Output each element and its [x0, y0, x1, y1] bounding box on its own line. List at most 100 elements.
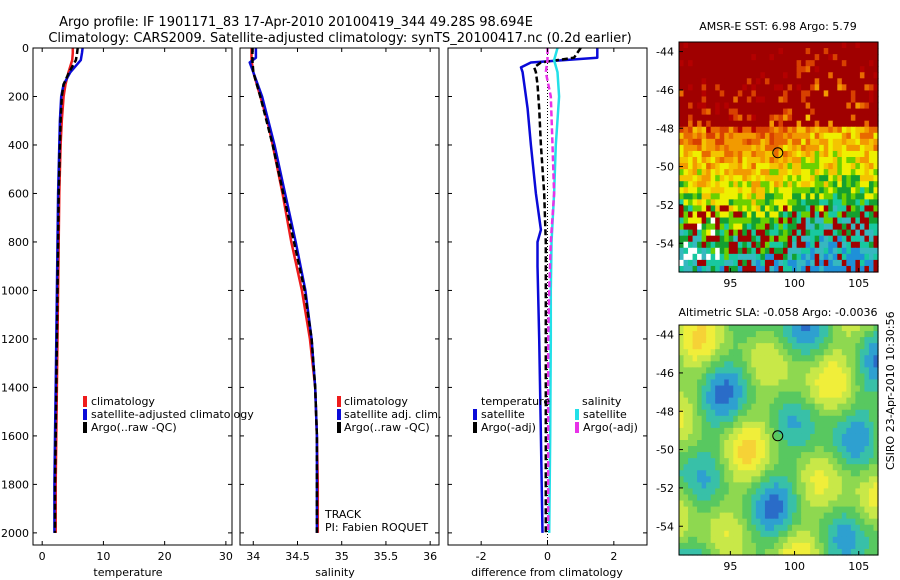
heatmap-cell [868, 229, 875, 237]
heatmap-cell [733, 126, 739, 134]
heatmap-cell [796, 337, 802, 344]
heatmap-cell [828, 464, 834, 471]
heatmap-cell [778, 361, 784, 368]
heatmap-cell [783, 66, 789, 73]
heatmap-cell [810, 60, 816, 67]
heatmap-cell [855, 199, 861, 207]
y-tick-label: -46 [656, 367, 674, 380]
heatmap-cell [841, 253, 847, 261]
heatmap-cell [737, 421, 743, 429]
heatmap-cell [724, 470, 730, 477]
heatmap-cell [679, 524, 685, 532]
heatmap-cell [706, 102, 712, 110]
heatmap-cell [746, 433, 752, 441]
heatmap-cell [783, 48, 789, 55]
heatmap-cell [769, 217, 775, 225]
heatmap-cell [814, 60, 820, 67]
heatmap-cell [801, 150, 807, 158]
heatmap-cell [864, 48, 870, 55]
heatmap-cell [746, 379, 752, 387]
heatmap-cell [701, 536, 707, 544]
heatmap-cell [755, 229, 762, 237]
heatmap-cell [873, 433, 879, 441]
heatmap-cell [846, 518, 852, 526]
heatmap-cell [823, 391, 829, 399]
heatmap-cell [751, 144, 757, 152]
heatmap-cell [737, 217, 743, 225]
heatmap-cell [724, 84, 730, 92]
heatmap-cell [859, 193, 866, 200]
heatmap-cell [706, 54, 712, 61]
heatmap-cell [710, 90, 716, 98]
heatmap-cell [855, 506, 861, 514]
heatmap-cell [841, 361, 847, 368]
heatmap-cell [805, 66, 811, 73]
x-tick-label: 100 [784, 560, 805, 573]
heatmap-cell [710, 403, 716, 411]
heatmap-cell [755, 48, 762, 55]
heatmap-cell [783, 253, 789, 261]
heatmap-cell [850, 446, 856, 453]
heatmap-cell [783, 217, 789, 225]
heatmap-cell [719, 361, 725, 368]
heatmap-cell [773, 54, 780, 61]
heatmap-cell [810, 325, 816, 332]
heatmap-cell [710, 157, 716, 164]
heatmap-cell [841, 385, 847, 393]
heatmap-cell [805, 138, 811, 146]
heatmap-cell [841, 536, 847, 544]
heatmap-cell [769, 265, 775, 273]
heatmap-cell [810, 157, 816, 164]
heatmap-cell [742, 187, 748, 194]
heatmap-cell [868, 150, 875, 158]
heatmap-cell [828, 169, 834, 176]
heatmap-cell [706, 108, 712, 116]
heatmap-cell [801, 385, 807, 393]
heatmap-cell [742, 181, 748, 188]
heatmap-cell [832, 325, 838, 332]
heatmap-cell [706, 157, 712, 164]
heatmap-cell [850, 247, 856, 255]
heatmap-cell [688, 54, 694, 61]
heatmap-cell [832, 464, 838, 471]
heatmap-cell [755, 253, 762, 261]
heatmap-cell [742, 512, 748, 520]
heatmap-cell [850, 325, 856, 332]
heatmap-cell [787, 379, 793, 387]
heatmap-cell [769, 361, 775, 368]
heatmap-cell [855, 325, 861, 332]
heatmap-cell [837, 385, 843, 393]
heatmap-cell [841, 229, 847, 237]
heatmap-cell [683, 90, 689, 98]
heatmap-cell [710, 108, 716, 116]
heatmap-cell [760, 78, 766, 85]
heatmap-cell [855, 235, 861, 243]
heatmap-cell [715, 488, 721, 496]
heatmap-cell [787, 247, 793, 255]
heatmap-cell [787, 114, 793, 122]
heatmap-cell [742, 120, 748, 128]
heatmap-cell [868, 524, 875, 532]
heatmap-cell [823, 163, 829, 170]
heatmap-cell [760, 144, 766, 152]
heatmap-cell [769, 367, 775, 375]
heatmap-cell [801, 181, 807, 188]
heatmap-cell [823, 397, 829, 405]
heatmap-cell [846, 433, 852, 441]
heatmap-cell [841, 446, 847, 453]
heatmap-cell [792, 367, 798, 375]
heatmap-cell [701, 205, 707, 213]
heatmap-cell [859, 157, 866, 164]
heatmap-cell [796, 223, 802, 231]
heatmap-cell [688, 427, 694, 435]
heatmap-cell [837, 325, 843, 332]
heatmap-cell [823, 235, 829, 243]
heatmap-cell [701, 235, 707, 243]
heatmap-cell [796, 433, 802, 441]
heatmap-cell [769, 193, 775, 200]
heatmap-cell [719, 72, 725, 79]
heatmap-cell [733, 446, 739, 453]
heatmap-cell [697, 367, 703, 375]
heatmap-cell [783, 114, 789, 122]
heatmap-cell [868, 96, 875, 104]
